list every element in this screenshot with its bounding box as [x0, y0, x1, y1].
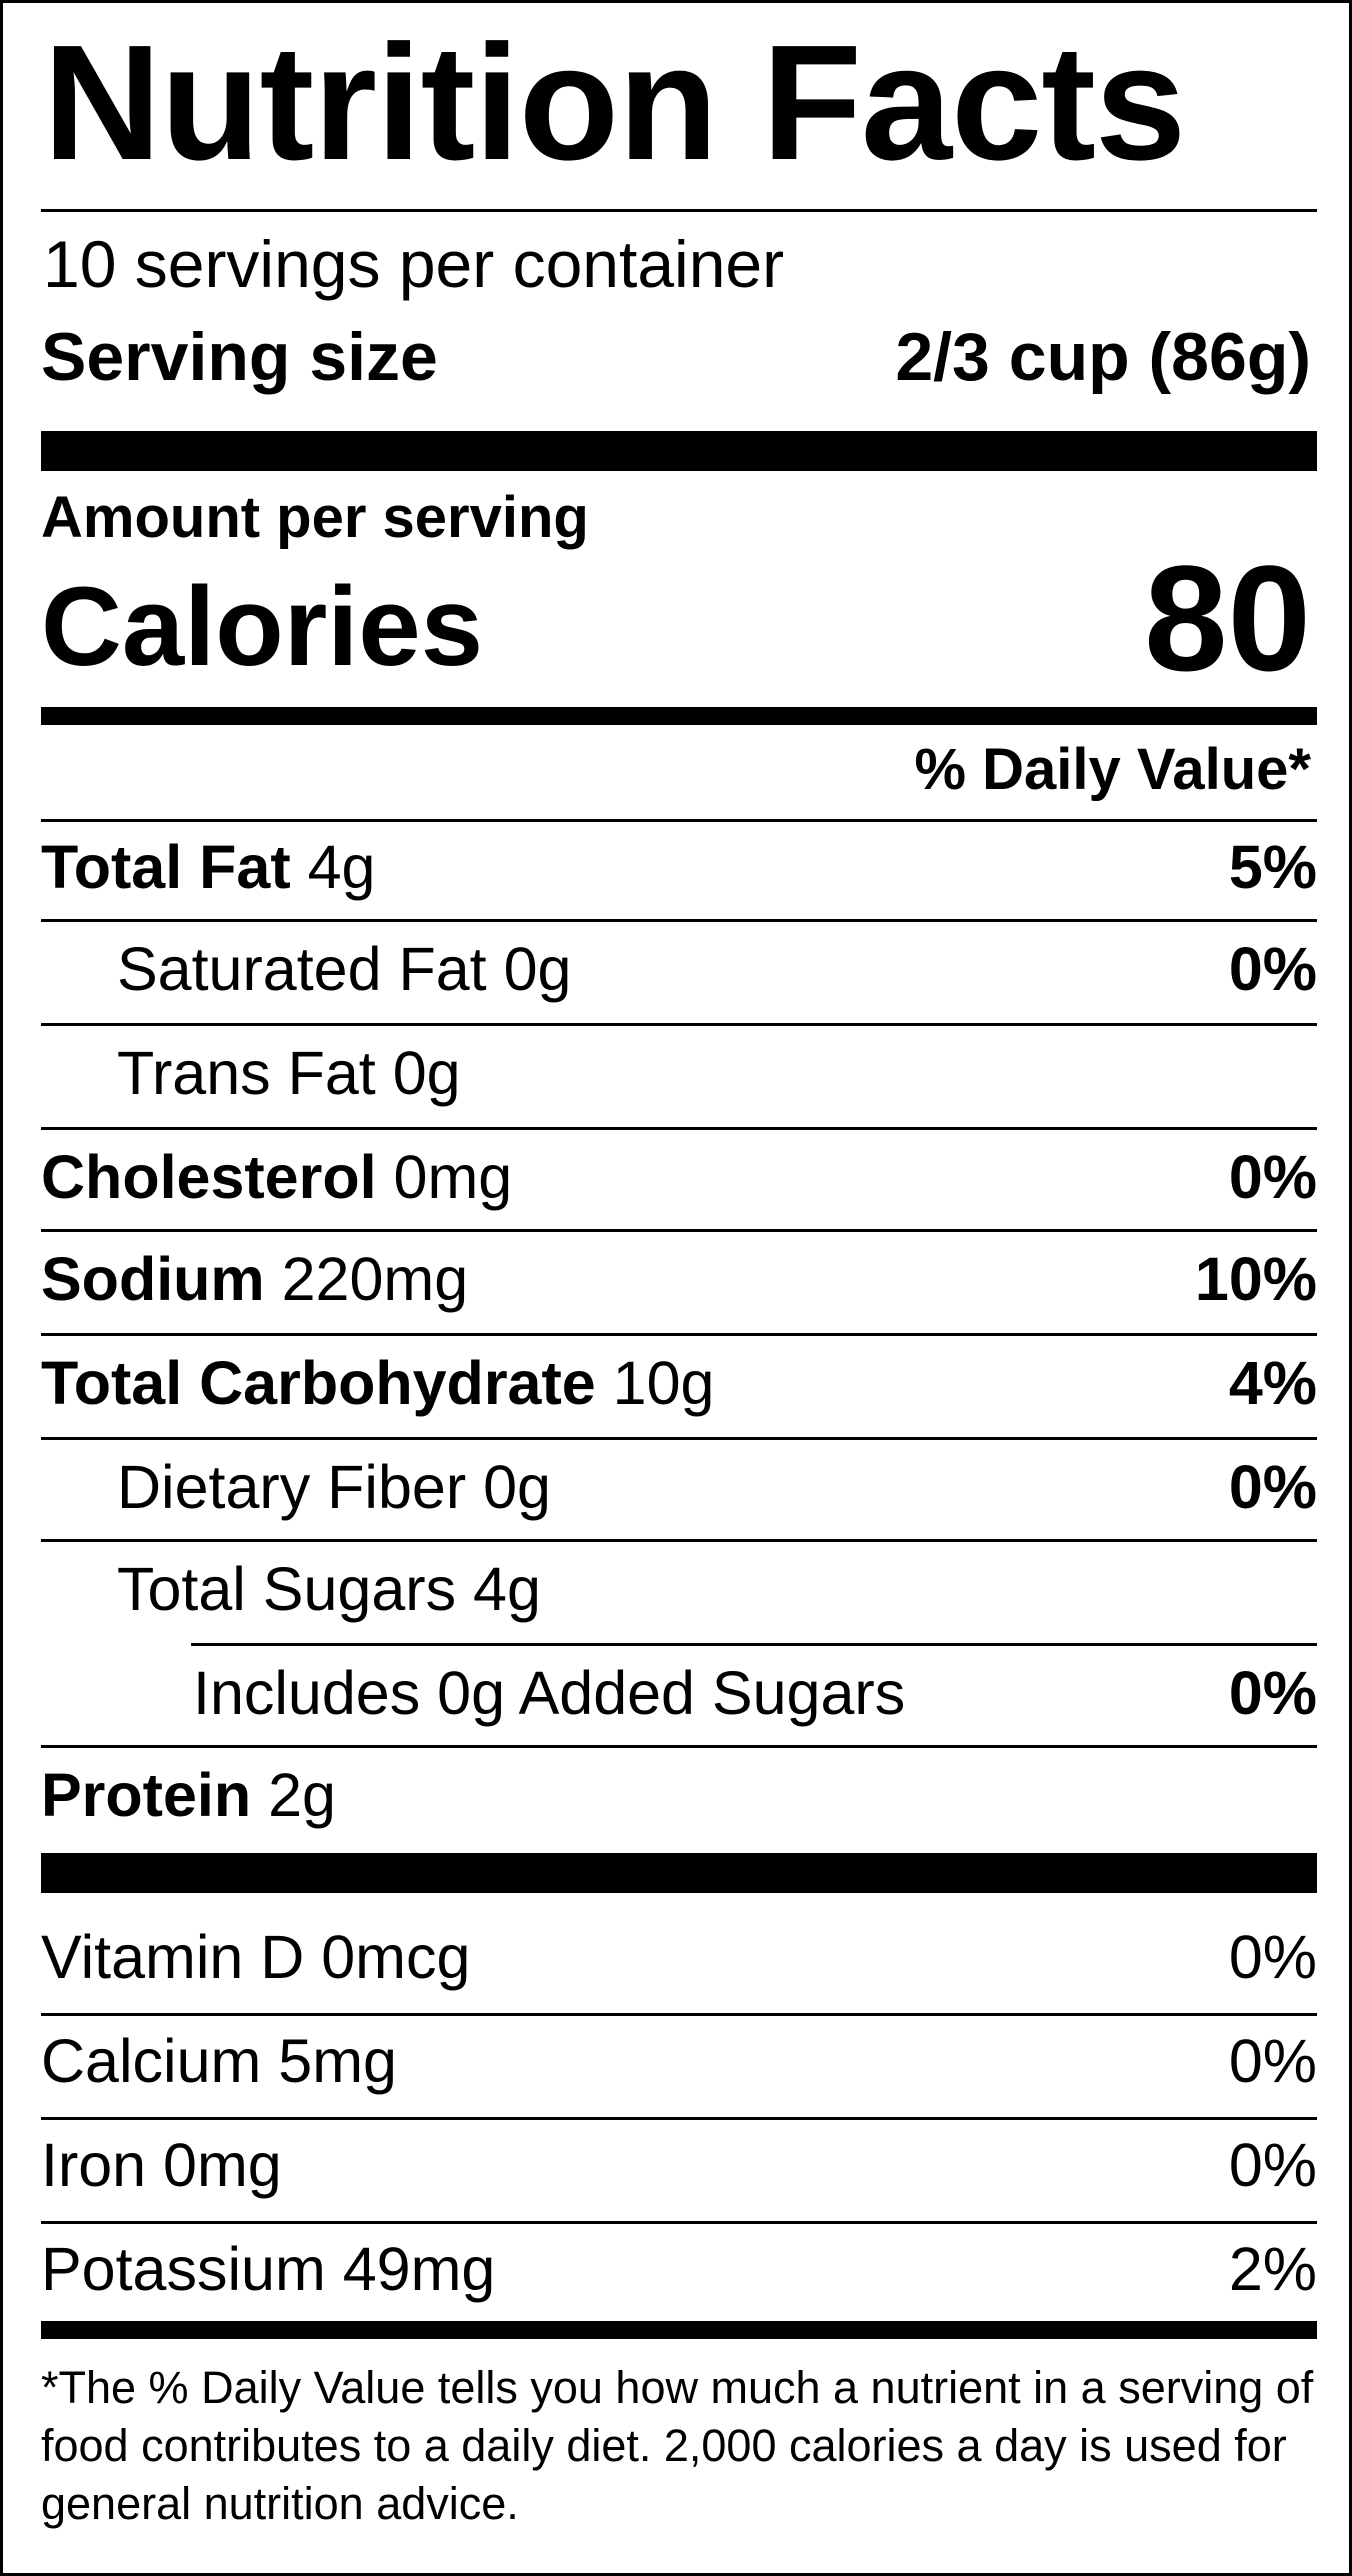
vitamin-text: Iron 0mg: [41, 2131, 282, 2199]
serving-size-value: 2/3 cup (86g): [895, 319, 1311, 395]
nutrient-amount: 220mg: [281, 1245, 469, 1313]
thick-divider: [41, 1853, 1317, 1893]
servings-per-container: 10 servings per container: [43, 227, 785, 301]
nutrient-dv: 0%: [1228, 935, 1317, 1003]
nutrient-dv: 0%: [1228, 1659, 1317, 1727]
divider: [41, 1745, 1317, 1748]
medium-divider: [41, 707, 1317, 725]
nutrient-name: Cholesterol: [41, 1143, 377, 1211]
vitamin-row-calcium: Calcium 5mg 0%: [41, 2019, 1317, 2099]
nutrient-row-total-carbohydrate: Total Carbohydrate 10g 4%: [41, 1341, 1317, 1421]
nutrient-amount: 0mg: [393, 1143, 513, 1211]
nutrient-name: Dietary Fiber: [117, 1453, 467, 1521]
vitamin-row-iron: Iron 0mg 0%: [41, 2123, 1317, 2203]
vitamin-dv: 0%: [1228, 2027, 1317, 2095]
nutrient-amount: 10g: [612, 1349, 715, 1417]
nutrient-row-trans-fat: Trans Fat 0g: [41, 1031, 1317, 1111]
nutrient-row-total-sugars: Total Sugars 4g: [41, 1547, 1317, 1627]
divider: [41, 1333, 1317, 1336]
vitamin-text: Calcium 5mg: [41, 2027, 397, 2095]
nutrient-name: Sodium: [41, 1245, 265, 1313]
divider: [41, 919, 1317, 922]
nutrient-dv: 0%: [1228, 1453, 1317, 1521]
daily-value-footnote: *The % Daily Value tells you how much a …: [41, 2362, 1314, 2529]
nutrient-row-sodium: Sodium 220mg 10%: [41, 1237, 1317, 1317]
divider: [41, 1437, 1317, 1440]
divider: [41, 819, 1317, 822]
nutrient-amount: 4g: [307, 833, 376, 901]
vitamin-dv: 0%: [1228, 2131, 1317, 2199]
divider: [191, 1643, 1317, 1646]
vitamin-row-vitamin-d: Vitamin D 0mcg 0%: [41, 1915, 1317, 1995]
nutrient-name: Total Carbohydrate: [41, 1349, 596, 1417]
nutrient-row-total-fat: Total Fat 4g 5%: [41, 825, 1317, 905]
nutrient-name: Includes 0g Added Sugars: [193, 1659, 906, 1727]
vitamin-dv: 0%: [1228, 1923, 1317, 1991]
calories-value: 80: [1144, 534, 1311, 702]
amount-per-serving: Amount per serving: [41, 485, 589, 550]
divider: [41, 209, 1317, 212]
label-title: Nutrition Facts: [43, 11, 1186, 194]
divider: [41, 2013, 1317, 2016]
nutrient-name: Trans Fat: [117, 1039, 376, 1107]
divider: [41, 1539, 1317, 1542]
divider: [41, 2117, 1317, 2120]
vitamin-text: Potassium 49mg: [41, 2235, 496, 2303]
divider: [41, 1229, 1317, 1232]
nutrient-amount: 4g: [473, 1555, 541, 1623]
vitamin-dv: 2%: [1228, 2235, 1317, 2303]
divider: [41, 2221, 1317, 2224]
nutrient-name: Total Sugars: [117, 1555, 457, 1623]
nutrient-dv: 0%: [1228, 1143, 1317, 1211]
calories-label: Calories: [41, 564, 483, 689]
nutrient-dv: 5%: [1228, 833, 1317, 901]
nutrient-amount: 0g: [483, 1453, 551, 1521]
vitamin-text: Vitamin D 0mcg: [41, 1923, 471, 1991]
vitamin-row-potassium: Potassium 49mg 2%: [41, 2227, 1317, 2307]
nutrient-name: Total Fat: [41, 833, 291, 901]
serving-size-label: Serving size: [41, 319, 438, 395]
nutrient-amount: 2g: [268, 1761, 336, 1829]
nutrient-name: Protein: [41, 1761, 252, 1829]
nutrient-dv: 10%: [1194, 1245, 1317, 1313]
divider: [41, 1023, 1317, 1026]
thick-divider: [41, 431, 1317, 471]
nutrient-amount: 0g: [392, 1039, 461, 1107]
nutrient-amount: 0g: [503, 935, 572, 1003]
nutrient-row-protein: Protein 2g: [41, 1753, 1317, 1833]
nutrient-name: Saturated Fat: [117, 935, 487, 1003]
daily-value-header: % Daily Value*: [914, 737, 1311, 802]
nutrient-row-added-sugars: Includes 0g Added Sugars 0%: [41, 1651, 1317, 1731]
nutrient-row-dietary-fiber: Dietary Fiber 0g 0%: [41, 1445, 1317, 1525]
divider: [41, 1127, 1317, 1130]
nutrient-row-saturated-fat: Saturated Fat 0g 0%: [41, 927, 1317, 1007]
medium-divider: [41, 2321, 1317, 2339]
nutrient-dv: 4%: [1228, 1349, 1317, 1417]
nutrient-row-cholesterol: Cholesterol 0mg 0%: [41, 1135, 1317, 1215]
